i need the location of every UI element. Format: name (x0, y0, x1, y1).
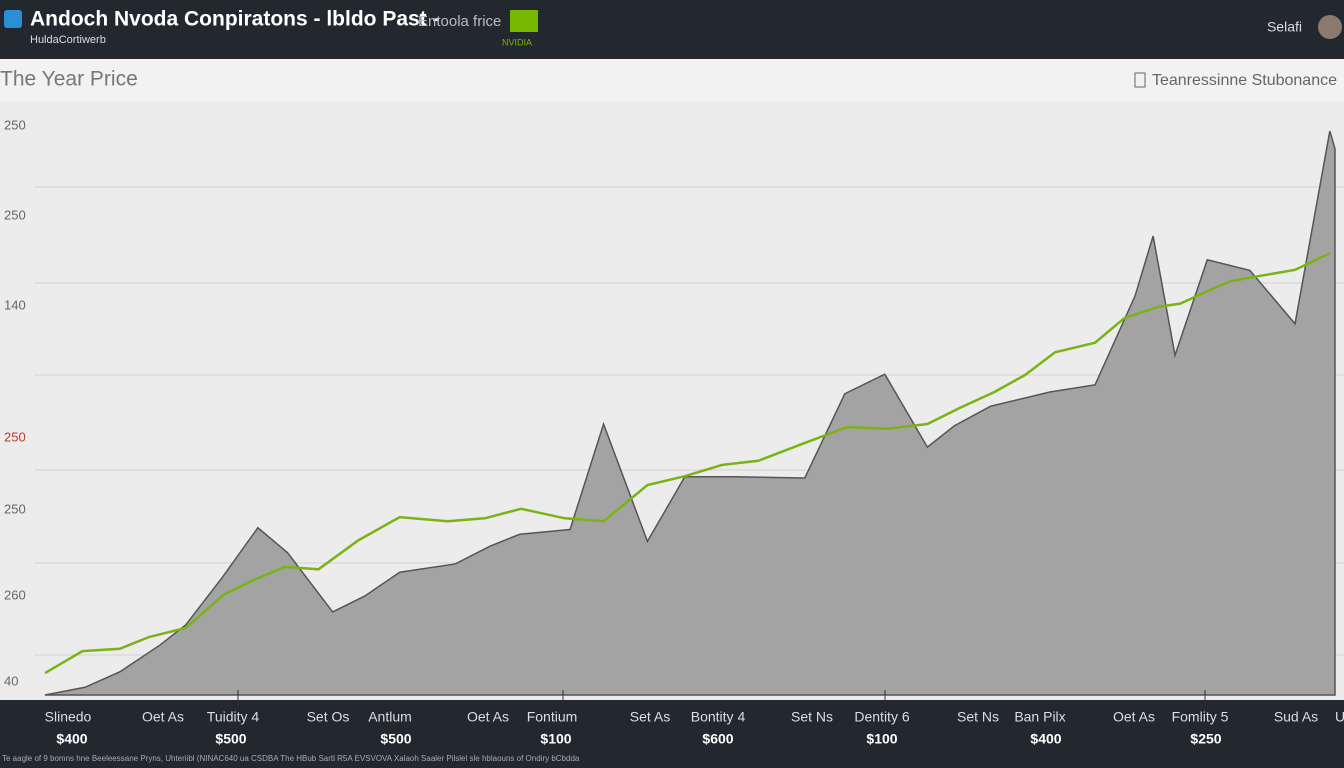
user-name[interactable]: Selafi (1267, 19, 1302, 35)
logo-text: NVIDIA (502, 37, 532, 47)
footer-price: $400 (56, 731, 87, 747)
footer-label: Fomlity 5 (1172, 709, 1229, 725)
footer-note: Te aagle of 9 bomns hne Beeleessane Pryn… (2, 754, 580, 763)
footer-label: Oet As (142, 709, 184, 725)
footer-price: $600 (702, 731, 733, 747)
app-title: Andoch Nvoda Conpiratons - lbldo Past - (30, 8, 440, 31)
footer-label: Set Os (307, 709, 350, 725)
footer-label: Slinedo (45, 709, 92, 725)
y-label: 250 (4, 429, 26, 444)
toolbar (0, 59, 1344, 102)
footer-label: Set As (630, 709, 670, 725)
avatar[interactable] (1318, 15, 1342, 39)
footer-price: $500 (380, 731, 411, 747)
y-label: 40 (4, 673, 18, 688)
header-bar (0, 0, 1344, 59)
footer-label: Sud As (1274, 709, 1318, 725)
footer-label: Set Ns (957, 709, 999, 725)
toolbar-title: The Year Price (0, 68, 138, 91)
footer-bar (0, 700, 1344, 768)
app-icon (4, 10, 22, 28)
footer-price: $400 (1030, 731, 1061, 747)
footer-label: Antlum (368, 709, 412, 725)
price-area (44, 130, 1336, 696)
toolbar-icon[interactable] (1134, 72, 1146, 88)
y-label: 250 (4, 117, 26, 132)
search[interactable]: Entoola frice (418, 13, 501, 30)
footer-price: $500 (215, 731, 246, 747)
y-label: 140 (4, 297, 26, 312)
footer-label: Set Ns (791, 709, 833, 725)
footer-price: $250 (1190, 731, 1221, 747)
app-subtitle: HuldaCortiwerb (30, 34, 106, 46)
y-label: 260 (4, 587, 26, 602)
footer-label: Bontity 4 (691, 709, 746, 725)
y-label: 250 (4, 207, 26, 222)
footer-label: Tuidity 4 (207, 709, 260, 725)
footer-label: Oet As (1113, 709, 1155, 725)
logo-mark (510, 10, 538, 32)
y-label: 250 (4, 501, 26, 516)
footer-label: Fontium (527, 709, 578, 725)
footer-label: Ban Pilx (1014, 709, 1065, 725)
footer-label: U (1335, 709, 1344, 725)
toolbar-action[interactable]: Teanressinne Stubonance (1152, 72, 1337, 89)
trend-line (44, 252, 1331, 675)
footer-price: $100 (866, 731, 897, 747)
footer-label: Oet As (467, 709, 509, 725)
footer-price: $100 (540, 731, 571, 747)
footer-label: Dentity 6 (854, 709, 909, 725)
